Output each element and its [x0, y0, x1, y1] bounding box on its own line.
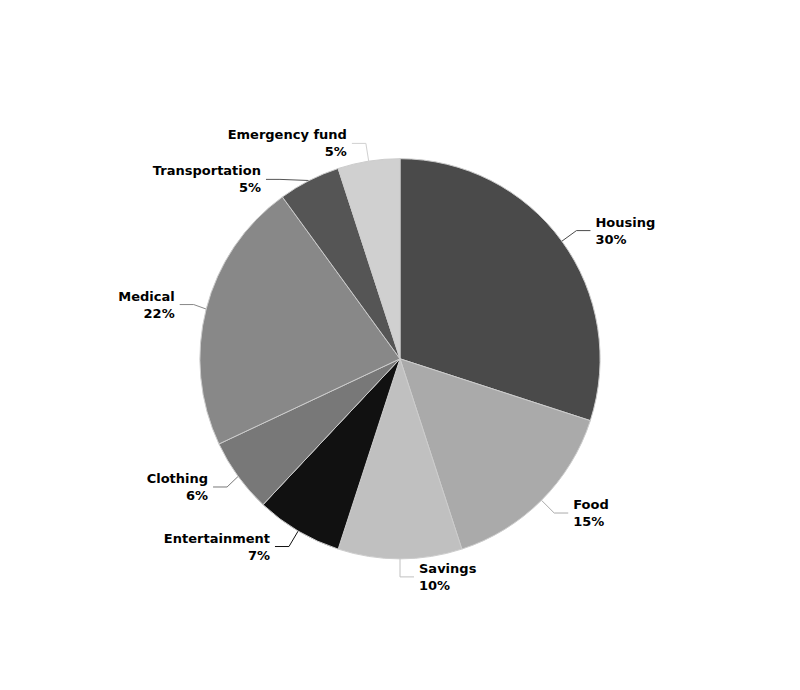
svg-text:15%: 15%: [573, 514, 604, 529]
svg-text:5%: 5%: [239, 180, 261, 195]
svg-text:6%: 6%: [186, 488, 208, 503]
svg-text:Savings: Savings: [419, 561, 477, 576]
svg-text:Housing: Housing: [595, 215, 655, 230]
svg-text:30%: 30%: [595, 232, 626, 247]
svg-text:5%: 5%: [325, 144, 347, 159]
svg-text:7%: 7%: [248, 548, 270, 563]
svg-text:22%: 22%: [144, 306, 175, 321]
svg-text:Emergency fund: Emergency fund: [228, 127, 347, 142]
svg-text:Entertainment: Entertainment: [164, 531, 270, 546]
svg-text:10%: 10%: [419, 578, 450, 593]
svg-text:Medical: Medical: [118, 289, 174, 304]
svg-text:Transportation: Transportation: [153, 163, 261, 178]
svg-text:Clothing: Clothing: [147, 471, 208, 486]
svg-text:Food: Food: [573, 497, 609, 512]
